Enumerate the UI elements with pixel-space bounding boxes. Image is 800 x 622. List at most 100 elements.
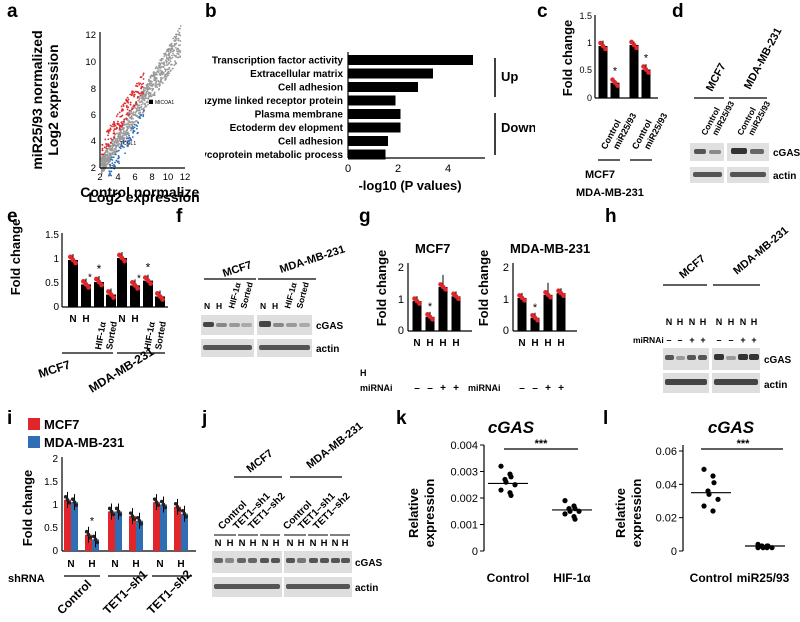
panel-l-dotplot: cGAS Relative expression 0 0.02 0.04 0.06 *… [613,418,790,585]
scatter-point-down [109,163,112,166]
b-bar [348,149,386,160]
scatter-point-gray [143,106,146,109]
e-lane-h: H [82,314,89,325]
scatter-point-gray [115,146,117,148]
i-bar [136,520,143,551]
i-point [128,511,133,515]
c-group-label: MDA-MB-231 [576,187,644,199]
i-point [84,529,89,534]
scatter-point-up [132,94,135,96]
i-bar [153,502,160,551]
scatter-point-up [103,146,106,149]
scatter-point-gray [173,44,176,46]
k-point [498,487,504,493]
scatter-point-gray [163,53,166,56]
panel-label-c: c [537,1,548,22]
e-group-label: MDA-MB-231 [86,344,156,395]
scatter-point-up [104,138,107,141]
scatter-point-up [140,83,143,86]
g-mirnai-sign: – [532,383,538,394]
scatter-point-gray [149,77,152,79]
panel-k-dotplot: cGAS Relative expression 0 0.001 0.002 0.00… [406,418,592,585]
scatter-point-gray [147,103,149,106]
scatter-point-gray [150,74,153,77]
i-bar [64,499,71,551]
scatter-point-gray [179,56,182,59]
e-bar [94,282,104,307]
b-category-label: Cell adhesion [278,137,343,148]
i-group-label: Control [54,577,94,617]
scatter-point-up [116,113,119,116]
g-point [548,294,553,300]
scatter-point-gray [177,30,179,32]
i-point [118,512,123,517]
scatter-point-gray [104,162,107,164]
scatter-point-gray [177,56,180,59]
scatter-point-gray [114,148,117,151]
scatter-point-down [126,141,129,144]
i-bar [129,516,136,551]
scatter-point-gray [158,62,161,64]
scatter-point-gray [111,152,113,155]
scatter-point-gray [175,42,178,45]
e-sorted-label: Sorted [104,321,119,351]
scatter-point-down [112,156,115,158]
scatter-point-gray [119,140,122,143]
scatter-point-gray [160,65,163,68]
scatter-point-gray [162,62,165,65]
scatter-point-gray [150,82,153,85]
scatter-point-gray [169,63,172,66]
scatter-point-gray [117,144,120,147]
scatter-point-gray [178,33,181,36]
i-point [111,512,116,517]
scatter-point-up [101,149,104,152]
scatter-point-gray [170,42,173,45]
h-mirnai-sign: – [666,335,671,345]
scatter-point-gray [176,50,178,53]
scatter-point-gray [111,149,113,152]
scatter-point-up [122,105,125,107]
scatter-point-gray [160,77,163,80]
scatter-point-up [126,96,129,99]
scatter-point-down [128,134,130,137]
e-bar [106,294,116,307]
k-significance: *** [535,438,549,450]
scatter-point-up [138,83,141,86]
scatter-point-up [133,91,136,94]
e-hif-label: HIF-1α [93,321,108,351]
i-point [95,540,100,545]
k-ylabel: Relative [406,488,421,538]
h-mirnai-sign: – [716,335,721,345]
e-lane-n: N [69,314,76,325]
scatter-point-gray [162,76,164,79]
j-nh-label: H [298,538,305,549]
i-legend-swatch-mcf7 [28,418,40,430]
scatter-point-gray [105,164,108,167]
g-ylabel: Fold change [476,250,491,327]
scatter-point-up [127,98,130,101]
scatter-point-gray [117,133,120,135]
e-group-label: MCF7 [37,357,73,381]
k-ytick: 0 [472,546,478,558]
scatter-point-gray [173,49,175,52]
scatter-point-gray [174,36,177,38]
g-lane-label: H [557,338,564,349]
scatter-point-up [130,91,133,93]
scatter-point-gray [146,90,149,93]
scatter-point-up [106,130,108,133]
g-ytick: 2 [398,262,404,274]
scatter-point-up [127,114,129,116]
c-point [603,46,608,52]
scatter-point-gray [128,120,131,123]
scatter-point-up [105,147,108,150]
i-point [184,515,189,519]
j-nh-label: H [227,538,234,549]
scatter-point-down [108,170,111,173]
panel-label-j: j [202,408,208,429]
scatter-point-down [132,125,134,128]
scatter-point-gray [120,142,123,145]
scatter-point-down [135,127,138,130]
h-mirnai-sign: + [689,335,694,345]
scatter-point-up [142,82,145,85]
e-bar [130,285,140,307]
